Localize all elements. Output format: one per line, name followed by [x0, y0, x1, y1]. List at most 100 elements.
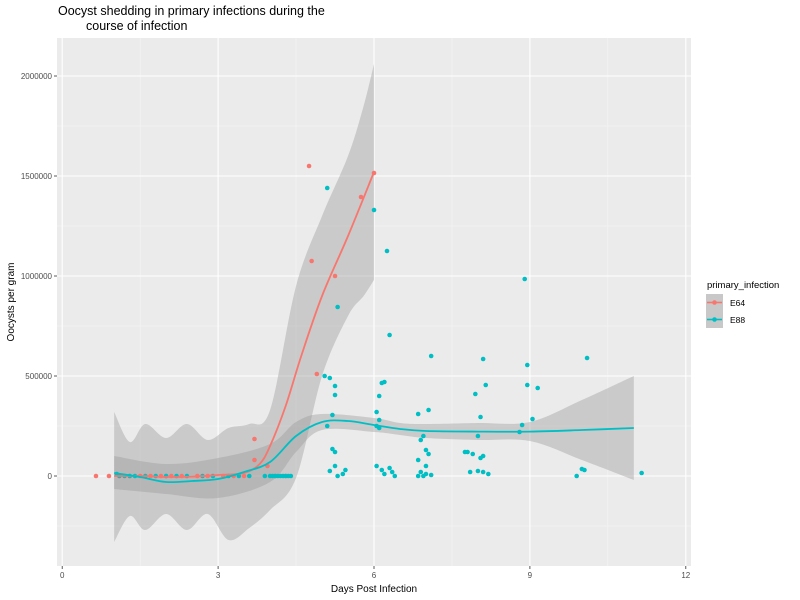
y-tick-label: 2000000 — [21, 72, 53, 81]
point-e88 — [423, 447, 429, 453]
point-e88 — [525, 362, 530, 368]
point-e88 — [480, 469, 486, 475]
y-axis-title: Oocysts per gram — [6, 263, 17, 342]
point-e88 — [371, 207, 377, 213]
point-e88 — [376, 417, 382, 423]
point-e88 — [428, 472, 434, 478]
point-e88 — [384, 248, 390, 254]
point-e64 — [332, 273, 338, 279]
point-e88 — [376, 393, 382, 399]
point-e88 — [374, 409, 379, 415]
ribbon-e64 — [114, 64, 374, 542]
point-e88 — [415, 457, 421, 463]
x-tick-label: 12 — [681, 571, 690, 580]
point-e88 — [522, 276, 528, 282]
point-e88 — [382, 471, 387, 477]
point-e88 — [418, 437, 424, 443]
point-e88 — [332, 392, 338, 398]
point-e88 — [574, 473, 579, 479]
legend: primary_infection E64 E88 — [706, 280, 779, 328]
point-e88 — [379, 380, 385, 386]
point-e88 — [470, 451, 476, 457]
point-e88 — [332, 383, 338, 389]
point-e88 — [327, 375, 333, 381]
point-e88 — [483, 382, 489, 388]
point-e88 — [639, 470, 644, 476]
point-e64 — [306, 163, 312, 169]
point-e88 — [525, 382, 530, 388]
point-e88 — [478, 455, 483, 461]
point-e88 — [475, 433, 481, 439]
point-e64 — [252, 436, 257, 442]
chart-title-line-1: Oocyst shedding in primary infections du… — [58, 4, 325, 18]
x-axis-title: Days Post Infection — [331, 584, 417, 595]
point-e88 — [330, 412, 335, 418]
point-e88 — [332, 463, 338, 469]
point-e88 — [324, 185, 330, 191]
point-e64 — [309, 258, 314, 264]
point-e88 — [374, 463, 379, 469]
point-e88 — [486, 471, 491, 477]
trend-lines — [114, 171, 634, 484]
point-e88 — [327, 468, 333, 474]
legend-dot-e88 — [712, 317, 717, 322]
point-e88 — [335, 304, 340, 310]
point-e88 — [324, 423, 330, 429]
gridlines — [57, 38, 691, 566]
point-e88 — [519, 422, 525, 428]
point-e88 — [426, 407, 431, 413]
point-e64 — [358, 194, 364, 200]
point-e88 — [462, 449, 468, 455]
point-e88 — [478, 414, 483, 420]
point-e64 — [314, 371, 320, 377]
point-e88 — [379, 467, 385, 473]
legend-title: primary_infection — [707, 280, 779, 291]
trend-line-e88 — [114, 419, 634, 484]
point-e88 — [426, 451, 431, 457]
point-e88 — [340, 471, 346, 477]
y-axis: 0 500000 1000000 1500000 2000000 — [21, 72, 57, 481]
point-e88 — [535, 385, 540, 391]
chart-title-line-2: course of infection — [86, 19, 187, 33]
x-axis: 0 3 6 9 12 — [60, 566, 691, 580]
x-tick-label: 0 — [60, 571, 65, 580]
point-e88 — [421, 433, 426, 439]
point-e64 — [241, 473, 247, 479]
x-tick-label: 3 — [216, 571, 221, 580]
ribbon-e88 — [114, 376, 634, 499]
point-e88 — [428, 353, 434, 359]
point-e88 — [335, 473, 340, 479]
x-tick-label: 9 — [528, 571, 533, 580]
point-e88 — [262, 473, 268, 479]
point-e88 — [415, 473, 421, 479]
y-tick-label: 500000 — [25, 372, 52, 381]
point-e88 — [288, 473, 294, 479]
legend-label-e88: E88 — [730, 315, 745, 325]
point-e64 — [252, 457, 257, 463]
trend-line-e64 — [114, 171, 375, 478]
y-tick-label: 0 — [48, 472, 53, 481]
point-e88 — [423, 471, 429, 477]
legend-label-e64: E64 — [730, 298, 745, 308]
point-e88 — [322, 373, 327, 379]
legend-dot-e64 — [712, 300, 717, 305]
confidence-ribbons — [114, 64, 634, 542]
point-e88 — [343, 467, 348, 473]
y-tick-label: 1500000 — [21, 172, 53, 181]
point-e64 — [93, 473, 99, 479]
point-e88 — [584, 355, 590, 361]
point-e88 — [332, 449, 338, 455]
point-e88 — [387, 332, 392, 338]
point-e88 — [246, 473, 252, 479]
point-e88 — [415, 411, 421, 417]
point-e64 — [106, 473, 112, 479]
y-tick-label: 1000000 — [21, 272, 53, 281]
point-e88 — [480, 356, 486, 362]
point-e88 — [330, 446, 335, 452]
point-e88 — [467, 469, 473, 475]
point-e88 — [418, 469, 424, 475]
point-e88 — [423, 463, 429, 469]
point-e88 — [389, 469, 395, 475]
point-e88 — [475, 468, 481, 474]
